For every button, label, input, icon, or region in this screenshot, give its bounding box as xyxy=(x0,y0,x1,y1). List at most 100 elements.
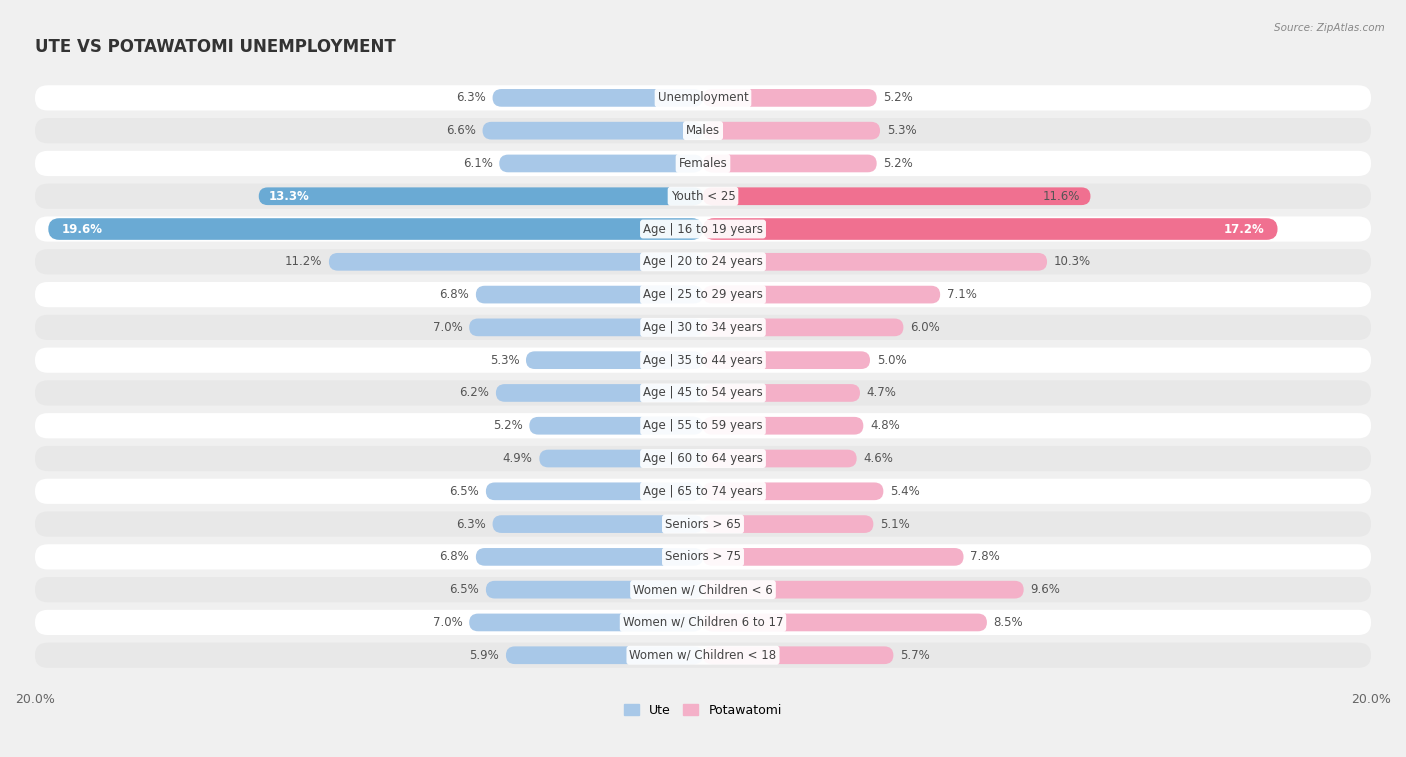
Text: Source: ZipAtlas.com: Source: ZipAtlas.com xyxy=(1274,23,1385,33)
Text: Unemployment: Unemployment xyxy=(658,92,748,104)
Text: 6.3%: 6.3% xyxy=(456,92,486,104)
Text: 19.6%: 19.6% xyxy=(62,223,103,235)
FancyBboxPatch shape xyxy=(475,548,703,565)
FancyBboxPatch shape xyxy=(35,282,1371,307)
FancyBboxPatch shape xyxy=(506,646,703,664)
FancyBboxPatch shape xyxy=(35,217,1371,241)
FancyBboxPatch shape xyxy=(703,516,873,533)
Text: 6.1%: 6.1% xyxy=(463,157,492,170)
Text: 11.6%: 11.6% xyxy=(1043,190,1080,203)
Text: 4.7%: 4.7% xyxy=(866,387,897,400)
Text: 6.8%: 6.8% xyxy=(440,550,470,563)
Text: 5.2%: 5.2% xyxy=(883,92,912,104)
FancyBboxPatch shape xyxy=(35,151,1371,176)
Text: 17.2%: 17.2% xyxy=(1223,223,1264,235)
FancyBboxPatch shape xyxy=(540,450,703,467)
Text: Age | 65 to 74 years: Age | 65 to 74 years xyxy=(643,484,763,498)
FancyBboxPatch shape xyxy=(703,253,1047,271)
FancyBboxPatch shape xyxy=(703,646,893,664)
FancyBboxPatch shape xyxy=(703,581,1024,599)
Text: Seniors > 75: Seniors > 75 xyxy=(665,550,741,563)
Text: Age | 16 to 19 years: Age | 16 to 19 years xyxy=(643,223,763,235)
Text: Women w/ Children 6 to 17: Women w/ Children 6 to 17 xyxy=(623,616,783,629)
FancyBboxPatch shape xyxy=(35,380,1371,406)
Text: 6.0%: 6.0% xyxy=(910,321,939,334)
Text: Age | 35 to 44 years: Age | 35 to 44 years xyxy=(643,354,763,366)
Text: 13.3%: 13.3% xyxy=(269,190,309,203)
Text: Youth < 25: Youth < 25 xyxy=(671,190,735,203)
Text: 7.0%: 7.0% xyxy=(433,321,463,334)
Text: Age | 45 to 54 years: Age | 45 to 54 years xyxy=(643,387,763,400)
FancyBboxPatch shape xyxy=(703,122,880,139)
Text: 5.7%: 5.7% xyxy=(900,649,929,662)
Text: Females: Females xyxy=(679,157,727,170)
Text: Seniors > 65: Seniors > 65 xyxy=(665,518,741,531)
FancyBboxPatch shape xyxy=(35,544,1371,569)
FancyBboxPatch shape xyxy=(35,413,1371,438)
FancyBboxPatch shape xyxy=(35,184,1371,209)
Text: 6.6%: 6.6% xyxy=(446,124,475,137)
FancyBboxPatch shape xyxy=(35,446,1371,471)
Text: 10.3%: 10.3% xyxy=(1053,255,1091,268)
Text: 5.3%: 5.3% xyxy=(489,354,519,366)
Text: 6.5%: 6.5% xyxy=(450,583,479,597)
FancyBboxPatch shape xyxy=(492,89,703,107)
FancyBboxPatch shape xyxy=(703,614,987,631)
Text: 5.2%: 5.2% xyxy=(883,157,912,170)
Text: 7.0%: 7.0% xyxy=(433,616,463,629)
FancyBboxPatch shape xyxy=(703,285,941,304)
Text: Women w/ Children < 18: Women w/ Children < 18 xyxy=(630,649,776,662)
Text: Age | 60 to 64 years: Age | 60 to 64 years xyxy=(643,452,763,465)
Text: Age | 30 to 34 years: Age | 30 to 34 years xyxy=(643,321,763,334)
Text: 6.3%: 6.3% xyxy=(456,518,486,531)
FancyBboxPatch shape xyxy=(35,577,1371,603)
FancyBboxPatch shape xyxy=(703,351,870,369)
FancyBboxPatch shape xyxy=(703,188,1091,205)
FancyBboxPatch shape xyxy=(703,218,1278,240)
Text: 5.4%: 5.4% xyxy=(890,484,920,498)
FancyBboxPatch shape xyxy=(529,417,703,435)
FancyBboxPatch shape xyxy=(703,89,877,107)
FancyBboxPatch shape xyxy=(492,516,703,533)
FancyBboxPatch shape xyxy=(486,581,703,599)
FancyBboxPatch shape xyxy=(496,384,703,402)
FancyBboxPatch shape xyxy=(35,315,1371,340)
FancyBboxPatch shape xyxy=(475,285,703,304)
FancyBboxPatch shape xyxy=(499,154,703,173)
FancyBboxPatch shape xyxy=(703,319,904,336)
Text: 6.2%: 6.2% xyxy=(460,387,489,400)
FancyBboxPatch shape xyxy=(259,188,703,205)
Text: 4.9%: 4.9% xyxy=(503,452,533,465)
Text: 8.5%: 8.5% xyxy=(994,616,1024,629)
Text: 5.3%: 5.3% xyxy=(887,124,917,137)
Text: 7.8%: 7.8% xyxy=(970,550,1000,563)
FancyBboxPatch shape xyxy=(486,482,703,500)
Text: 4.8%: 4.8% xyxy=(870,419,900,432)
FancyBboxPatch shape xyxy=(470,614,703,631)
FancyBboxPatch shape xyxy=(35,478,1371,504)
FancyBboxPatch shape xyxy=(35,347,1371,372)
FancyBboxPatch shape xyxy=(703,548,963,565)
Text: Age | 55 to 59 years: Age | 55 to 59 years xyxy=(643,419,763,432)
FancyBboxPatch shape xyxy=(470,319,703,336)
Text: Males: Males xyxy=(686,124,720,137)
Text: 9.6%: 9.6% xyxy=(1031,583,1060,597)
FancyBboxPatch shape xyxy=(35,610,1371,635)
Text: 6.5%: 6.5% xyxy=(450,484,479,498)
FancyBboxPatch shape xyxy=(703,450,856,467)
Text: UTE VS POTAWATOMI UNEMPLOYMENT: UTE VS POTAWATOMI UNEMPLOYMENT xyxy=(35,38,395,56)
FancyBboxPatch shape xyxy=(35,118,1371,143)
FancyBboxPatch shape xyxy=(703,417,863,435)
Text: 5.2%: 5.2% xyxy=(494,419,523,432)
Text: 5.9%: 5.9% xyxy=(470,649,499,662)
Text: Age | 25 to 29 years: Age | 25 to 29 years xyxy=(643,288,763,301)
Text: 7.1%: 7.1% xyxy=(946,288,977,301)
Legend: Ute, Potawatomi: Ute, Potawatomi xyxy=(619,699,787,721)
Text: Age | 20 to 24 years: Age | 20 to 24 years xyxy=(643,255,763,268)
FancyBboxPatch shape xyxy=(703,482,883,500)
Text: 4.6%: 4.6% xyxy=(863,452,893,465)
FancyBboxPatch shape xyxy=(703,384,860,402)
Text: 6.8%: 6.8% xyxy=(440,288,470,301)
FancyBboxPatch shape xyxy=(35,249,1371,275)
FancyBboxPatch shape xyxy=(35,512,1371,537)
